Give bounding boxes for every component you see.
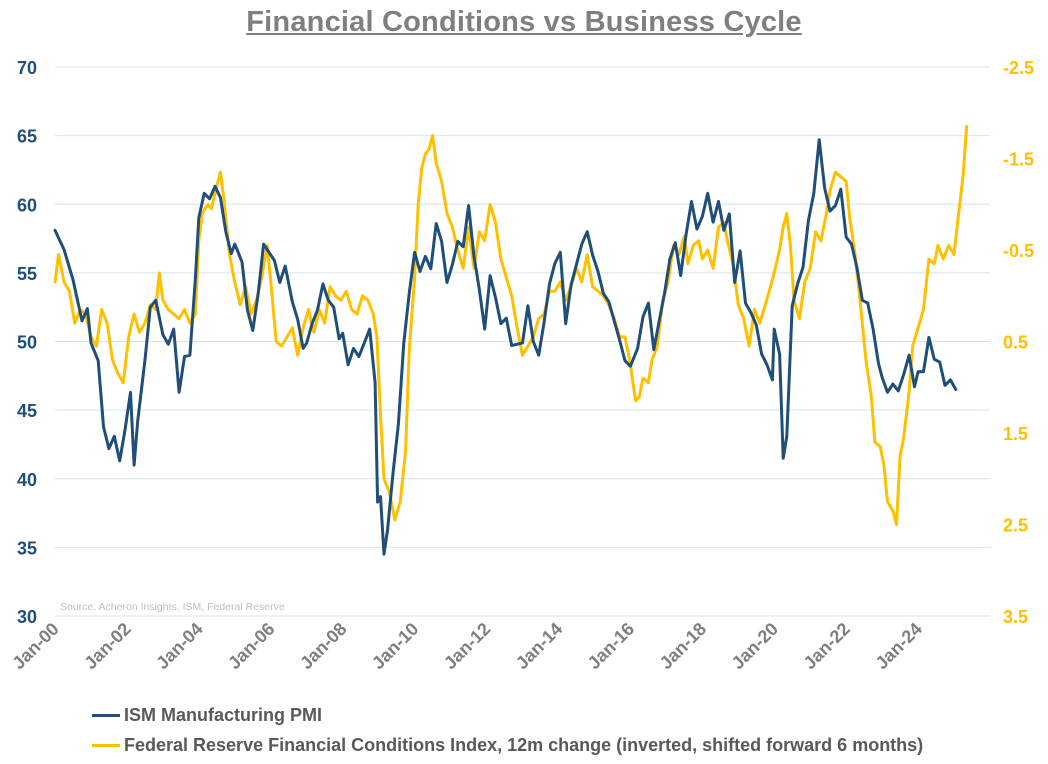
chart-title: Financial Conditions vs Business Cycle (246, 6, 802, 38)
left-tick-label: 45 (17, 401, 37, 421)
right-tick-label: -1.5 (1003, 150, 1034, 170)
x-tick-label: Jan-04 (152, 619, 206, 673)
right-tick-label: 2.5 (1003, 516, 1028, 536)
left-tick-label: 40 (17, 470, 37, 490)
x-axis: Jan-00 Jan-02 Jan-04 Jan-06 Jan-08 Jan-10 Jan-… (8, 619, 926, 673)
left-tick-label: 65 (17, 127, 37, 147)
x-tick-label: Jan-02 (80, 619, 134, 673)
x-tick-label: Jan-14 (512, 619, 566, 673)
x-tick-label: Jan-20 (728, 619, 782, 673)
right-tick-label: 3.5 (1003, 607, 1028, 627)
x-tick-label: Jan-08 (296, 619, 350, 673)
series-line-ism (53, 138, 958, 556)
x-tick-label: Jan-16 (584, 619, 638, 673)
right-tick-label: -2.5 (1003, 58, 1034, 78)
gridlines (55, 66, 990, 617)
legend-item-fci: Federal Reserve Financial Conditions Ind… (92, 730, 923, 760)
series-line-fci (53, 125, 969, 526)
left-tick-label: 70 (17, 58, 37, 78)
legend: ISM Manufacturing PMI Federal Reserve Fi… (92, 700, 923, 760)
legend-label-fci: Federal Reserve Financial Conditions Ind… (124, 734, 924, 755)
x-tick-label: Jan-22 (800, 619, 854, 673)
right-tick-label: 0.5 (1003, 333, 1028, 353)
left-tick-label: 60 (17, 195, 37, 215)
left-tick-label: 50 (17, 333, 37, 353)
left-tick-label: 30 (17, 607, 37, 627)
right-tick-label: -0.5 (1003, 241, 1034, 261)
legend-swatch-fci (92, 743, 120, 747)
x-tick-label: Jan-18 (656, 619, 710, 673)
legend-label-ism: ISM Manufacturing PMI (124, 704, 322, 725)
legend-item-ism: ISM Manufacturing PMI (92, 700, 923, 730)
x-tick-label: Jan-10 (368, 619, 422, 673)
left-axis: 70 65 60 55 50 45 40 35 30 (17, 58, 37, 627)
left-tick-label: 55 (17, 264, 37, 284)
x-tick-label: Jan-06 (224, 619, 278, 673)
x-tick-label: Jan-12 (440, 619, 494, 673)
right-axis: -2.5 -1.5 -0.5 0.5 1.5 2.5 3.5 (1003, 58, 1034, 627)
right-tick-label: 1.5 (1003, 424, 1028, 444)
legend-swatch-ism (92, 713, 120, 717)
x-tick-label: Jan-24 (871, 619, 925, 673)
series-lines (53, 125, 969, 556)
left-tick-label: 35 (17, 538, 37, 558)
source-note: Source: Acheron Insights, ISM, Federal R… (60, 601, 285, 613)
